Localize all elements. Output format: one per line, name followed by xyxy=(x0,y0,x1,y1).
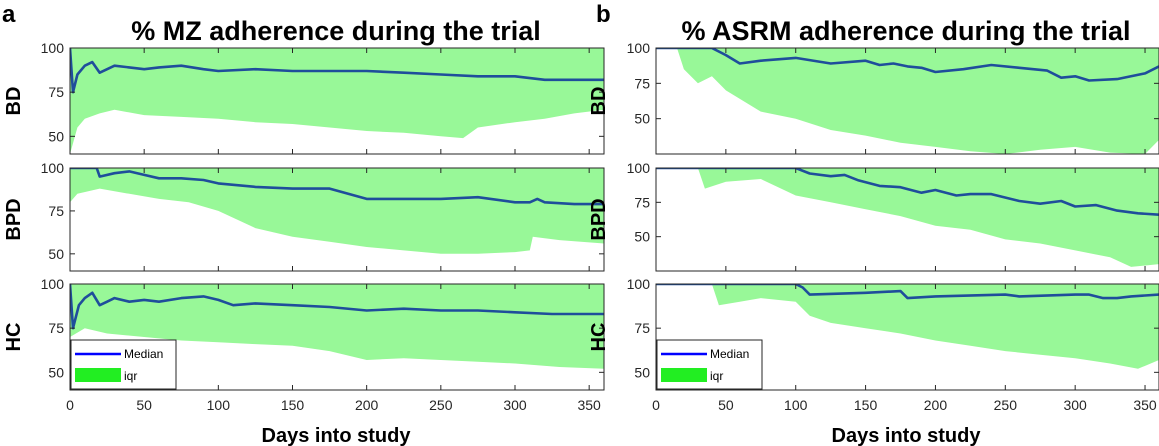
panel-b-bpd-ytick-label: 50 xyxy=(634,229,650,245)
panel-a-hc-xtick-label: 0 xyxy=(66,397,74,413)
panel-a-hc-median-line xyxy=(70,284,604,330)
panel-b-bpd-iqr-band xyxy=(656,168,1159,267)
panel-b-hc-xtick-label: 250 xyxy=(994,397,1018,413)
panel-b-bpd-median-line xyxy=(656,168,1159,216)
panel-a-bpd-frame xyxy=(69,167,605,272)
panel-b-bd-median-line xyxy=(656,48,1159,82)
panel-b-hc-xtick-label: 50 xyxy=(718,397,734,413)
panel-a-hc-iqr-band xyxy=(70,284,604,369)
panel-a-title: % MZ adherence during the trial xyxy=(131,16,541,46)
panel-a-bpd-median-line xyxy=(70,168,604,206)
panel-a-hc-frame xyxy=(69,283,605,391)
panel-b-bd-ylabel: BD xyxy=(588,87,610,116)
panel-a-hc-xtick-label: 350 xyxy=(577,397,601,413)
panel-a-hc-xtick-label: 200 xyxy=(355,397,379,413)
panel-a-hc-ytick-label: 100 xyxy=(41,276,65,292)
panel-a-hc-xtick-label: 300 xyxy=(503,397,527,413)
panel-a-xlabel: Days into study xyxy=(262,425,412,446)
legend-median-label: Median xyxy=(710,347,749,361)
legend-iqr-swatch xyxy=(661,368,707,382)
panel-b-bpd-ytick-label: 100 xyxy=(627,160,651,176)
panel-a-bd-ylabel: BD xyxy=(3,87,25,116)
panel-a-bd-median-line xyxy=(70,48,604,94)
panel-b-hc-ytick-label: 75 xyxy=(634,320,650,336)
panel-b-hc-xtick-label: 200 xyxy=(924,397,948,413)
panel-b-hc-xtick-label: 350 xyxy=(1133,397,1157,413)
panel-b-hc-xtick-label: 150 xyxy=(854,397,878,413)
panel-b-hc-xtick-label: 300 xyxy=(1063,397,1087,413)
panel-b-hc-frame xyxy=(655,283,1159,391)
panel-b-hc-ytick-label: 50 xyxy=(634,364,650,380)
panel-b-bpd-ylabel: BPD xyxy=(588,198,610,240)
panel-a-bd-ytick-label: 100 xyxy=(41,40,65,56)
panel-b-bd-axes: 50 75 100 BD xyxy=(588,40,1159,155)
panel-b-hc-xtick-label: 100 xyxy=(784,397,808,413)
panel-a-hc-ytick-label: 75 xyxy=(48,320,64,336)
panel-a-bd-frame xyxy=(69,47,605,155)
panel-b-hc-ytick-label: 100 xyxy=(627,276,651,292)
legend-iqr-label: iqr xyxy=(710,369,723,383)
panel-b-bd-frame xyxy=(655,47,1159,155)
panel-a-letter: a xyxy=(2,1,16,28)
panel-a-hc-ytick-label: 50 xyxy=(48,364,64,380)
panel-b-title: % ASRM adherence during the trial xyxy=(681,16,1130,46)
panel-b-bd-ytick-label: 75 xyxy=(634,75,650,91)
panel-b-bd-ytick-label: 100 xyxy=(627,40,651,56)
panel-a-bd-ytick-label: 50 xyxy=(48,128,64,144)
panel-b-bd-iqr-band xyxy=(656,48,1159,154)
legend-iqr-swatch xyxy=(75,368,121,382)
panel-a-bpd-ytick-label: 100 xyxy=(41,160,65,176)
panel-a-hc-ylabel: HC xyxy=(3,323,25,352)
panel-b-hc-axes: 50 75 100 0 50 100 150 200 250 300 350 HC Median iqr xyxy=(588,276,1159,413)
panel-a-bpd-ytick-label: 50 xyxy=(48,246,64,262)
panel-a-bpd-ytick-label: 75 xyxy=(48,203,64,219)
panel-a-bd-iqr-band xyxy=(70,48,604,154)
panel-b-bpd-axes: 50 75 100 BPD xyxy=(588,160,1159,272)
panel-a-bd-axes: 50 75 100 BD xyxy=(3,40,605,155)
panel-a-hc-axes: 50 75 100 0 50 100 150 200 250 300 350 HC Median iqr xyxy=(3,276,605,413)
panel-a-bpd-ylabel: BPD xyxy=(3,198,25,240)
panel-a-hc-xtick-label: 150 xyxy=(281,397,305,413)
panel-b-hc-xtick-label: 0 xyxy=(652,397,660,413)
panel-b-letter: b xyxy=(596,1,611,28)
legend-median-label: Median xyxy=(124,347,163,361)
panel-a-bd-ytick-label: 75 xyxy=(48,84,64,100)
panel-b-hc-legend: Median iqr xyxy=(656,339,763,390)
panel-b-bpd-ytick-label: 75 xyxy=(634,194,650,210)
subplots: 50 75 100 BD 50 75 100 BPD 50 75 100 0 50 100 150 200 25… xyxy=(3,40,1159,413)
panel-a-bpd-axes: 50 75 100 BPD xyxy=(3,160,605,272)
panel-a-hc-legend: Median iqr xyxy=(70,339,177,390)
panel-b-xlabel: Days into study xyxy=(832,425,982,446)
legend-iqr-label: iqr xyxy=(124,369,137,383)
panel-b-hc-iqr-band xyxy=(656,284,1159,369)
panel-a-hc-xtick-label: 100 xyxy=(207,397,231,413)
panel-b-hc-median-line xyxy=(656,284,1159,300)
panel-b-bpd-frame xyxy=(655,167,1159,272)
panel-b-bd-ytick-label: 50 xyxy=(634,111,650,127)
panel-b-hc-ylabel: HC xyxy=(588,323,610,352)
panel-a-hc-xtick-label: 250 xyxy=(429,397,453,413)
panel-a-hc-xtick-label: 50 xyxy=(136,397,152,413)
panel-a-bpd-iqr-band xyxy=(70,168,604,254)
